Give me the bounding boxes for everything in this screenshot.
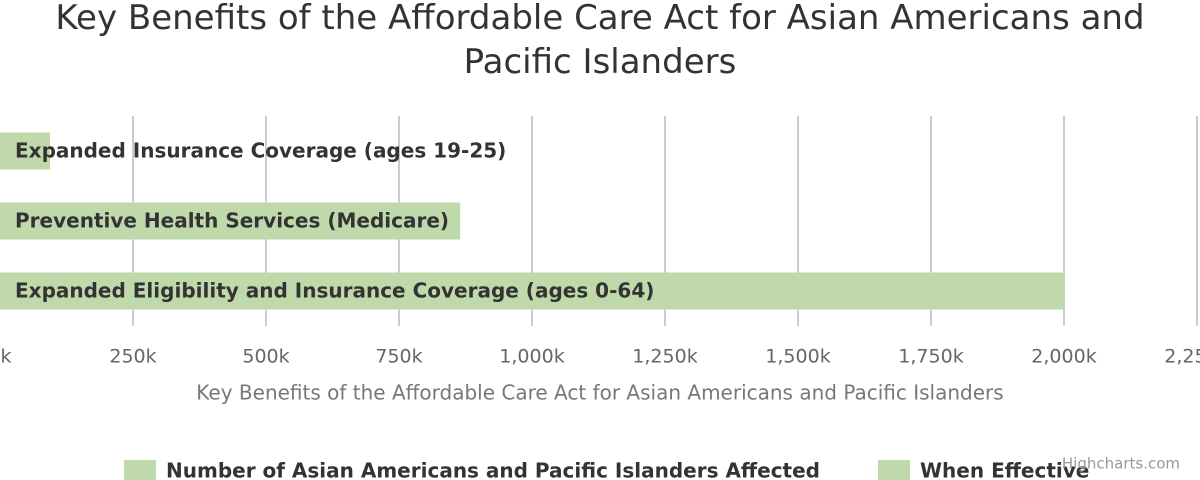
x-tick-label: 750k [375, 346, 422, 368]
x-tick-label: 1,000k [499, 346, 564, 368]
legend-label: Number of Asian Americans and Pacific Is… [166, 459, 820, 480]
x-tick-label: 1,750k [898, 346, 963, 368]
x-tick-label: 2,000k [1031, 346, 1096, 368]
bar-label: Expanded Insurance Coverage (ages 19-25) [15, 139, 506, 163]
legend-label: When Effective [920, 459, 1089, 480]
legend-swatch [124, 460, 156, 480]
x-tick-label: 1,250k [632, 346, 697, 368]
credits: Highcharts.com [1062, 455, 1180, 473]
x-tick-label: 250k [109, 346, 156, 368]
x-tick-label: 2,250k [1164, 346, 1200, 368]
bar-label: Preventive Health Services (Medicare) [15, 209, 449, 233]
bar-label: Expanded Eligibility and Insurance Cover… [15, 279, 654, 303]
title-box: Key Benefits of the Affordable Care Act … [55, 0, 1145, 82]
x-axis-title: Key Benefits of the Affordable Care Act … [196, 381, 1003, 405]
bar [0, 202, 461, 240]
chart-title: Key Benefits of the Affordable Care Act … [55, 0, 1145, 82]
bar [0, 272, 1064, 310]
x-tick-label: 1,500k [765, 346, 830, 368]
x-tick-label: 0k [0, 346, 12, 368]
x-tick-label: 500k [242, 346, 289, 368]
legend-swatch [878, 460, 910, 480]
bar [0, 132, 51, 170]
